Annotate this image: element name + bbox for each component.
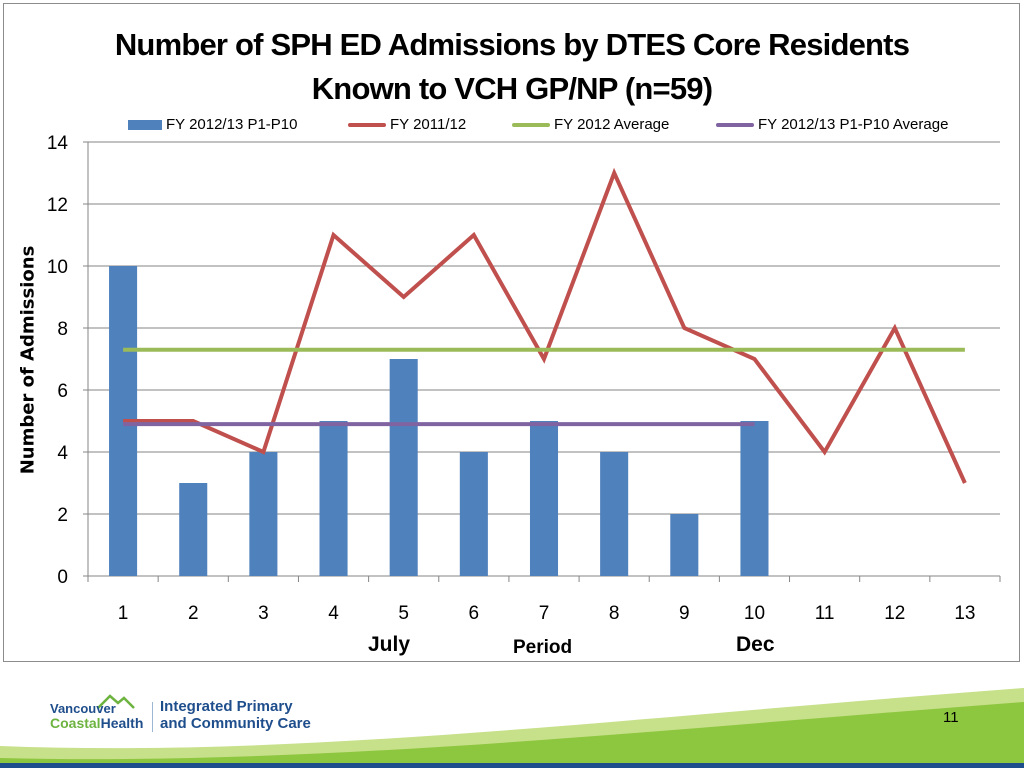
- chart-title-line-1: Number of SPH ED Admissions by DTES Core…: [114, 27, 910, 62]
- x-tick-label: 9: [679, 603, 690, 624]
- ipc-logo: Integrated Primary and Community Care: [160, 698, 311, 732]
- bar: [459, 452, 488, 576]
- x-tick-label: 6: [469, 603, 480, 624]
- legend-label: FY 2011/12: [390, 116, 467, 133]
- legend-item-fy2012-13-bars: FY 2012/13 P1-P10: [128, 116, 297, 133]
- y-axis-title: Number of Admissions: [17, 245, 39, 475]
- bar: [319, 421, 348, 576]
- x-tick-label: 2: [188, 603, 199, 624]
- x-tick-label: 10: [744, 603, 765, 624]
- chart-title-line-2: Known to VCH GP/NP (n=59): [311, 71, 713, 106]
- x-tick-label: 12: [884, 603, 905, 624]
- y-tick-label: 6: [57, 381, 68, 402]
- legend-item-fy2011-12: FY 2011/12: [348, 116, 466, 133]
- legend-swatch-line: [716, 122, 754, 127]
- y-tick-label: 8: [57, 319, 68, 340]
- bar: [600, 452, 629, 576]
- legend-label: FY 2012/13 P1-P10: [166, 116, 298, 133]
- vch-logo-coastal: Coastal: [50, 715, 101, 731]
- footer-band: [0, 666, 1024, 768]
- legend-label: FY 2012 Average: [554, 116, 670, 133]
- x-tick-label: 13: [954, 603, 975, 624]
- y-tick-label: 12: [47, 195, 68, 216]
- x-annotation-july: July: [368, 633, 411, 656]
- y-tick-label: 14: [47, 133, 69, 154]
- x-tick-label: 3: [258, 603, 269, 624]
- x-tick-label: 7: [539, 603, 550, 624]
- x-tick-label: 4: [328, 603, 339, 624]
- ipc-logo-line2: and Community Care: [160, 715, 311, 732]
- page-number: 11: [943, 709, 959, 726]
- legend-swatch-bar: [128, 119, 162, 130]
- x-tick-label: 11: [815, 603, 835, 624]
- vch-logo: Vancouver CoastalHealth: [50, 701, 143, 731]
- ipc-logo-line1: Integrated Primary: [160, 698, 293, 715]
- x-tick-label: 1: [118, 603, 129, 624]
- legend-item-fy2012-13-average: FY 2012/13 P1-P10 Average: [716, 116, 948, 133]
- vch-logo-health: Health: [100, 715, 144, 731]
- bar: [249, 452, 278, 576]
- legend-swatch-line: [512, 122, 550, 127]
- series-line: [123, 167, 967, 484]
- legend-swatch-line: [348, 122, 386, 127]
- legend: FY 2012/13 P1-P10 FY 2011/12 FY 2012 Ave…: [128, 116, 988, 136]
- y-tick-label: 4: [57, 443, 68, 464]
- bar: [389, 359, 418, 576]
- legend-item-fy2012-average: FY 2012 Average: [512, 116, 669, 133]
- legend-label: FY 2012/13 P1-P10 Average: [758, 116, 949, 133]
- vch-logo-line2: CoastalHealth: [50, 716, 143, 731]
- chart-frame: [3, 3, 1020, 662]
- logo-divider: [152, 702, 153, 732]
- mountain-logo-icon: [97, 694, 135, 709]
- x-axis-title: Period: [513, 637, 573, 658]
- y-tick-label: 2: [57, 505, 68, 526]
- footer-swoosh: [0, 688, 1024, 768]
- x-tick-label: 5: [398, 603, 409, 624]
- bar: [670, 514, 699, 576]
- y-tick-label: 10: [47, 257, 68, 278]
- vch-logo-line1: Vancouver: [50, 701, 116, 716]
- bar: [179, 483, 208, 576]
- bar: [529, 421, 559, 576]
- bar: [740, 421, 769, 576]
- y-tick-label: 0: [57, 567, 68, 588]
- x-annotation-dec: Dec: [736, 633, 775, 656]
- x-tick-label: 8: [609, 603, 620, 624]
